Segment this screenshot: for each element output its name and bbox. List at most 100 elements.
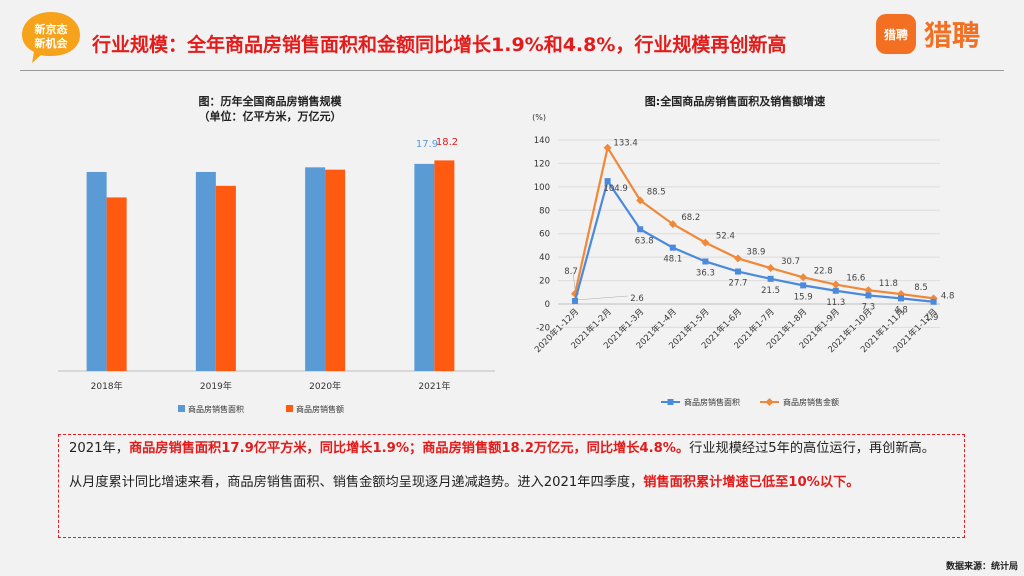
line-point-area-2 bbox=[637, 226, 644, 233]
line-point-area-1 bbox=[604, 178, 611, 185]
line-label-amount-8: 16.6 bbox=[846, 274, 865, 284]
line-label-area-11: 1.9 bbox=[925, 313, 939, 323]
line-label-area-3: 48.1 bbox=[663, 255, 682, 265]
line-y-tick-4: 60 bbox=[539, 230, 550, 240]
bar-x-tick-2: 2020年 bbox=[309, 380, 341, 392]
line-label-area-0: 2.6 bbox=[630, 294, 644, 304]
summary-p2-intro: 从月度累计同比增速来看，商品房销售面积、销售金额均呈现逐月递减趋势。进入2021… bbox=[69, 475, 644, 490]
summary-box: 2021年，商品房销售面积17.9亿平方米，同比增长1.9%；商品房销售额18.… bbox=[58, 434, 965, 538]
line-point-amount-5 bbox=[734, 254, 742, 263]
line-label-amount-4: 52.4 bbox=[716, 232, 735, 242]
line-label-amount-1: 133.4 bbox=[613, 139, 637, 149]
line-y-tick-3: 40 bbox=[539, 253, 550, 263]
bar-chart-title-line2: （单位：亿平方米，万亿元） bbox=[198, 110, 342, 123]
line-chart-title: 图:全国商品房销售面积及销售额增速 bbox=[644, 95, 826, 108]
bar-legend-amount-label: 商品房销售额 bbox=[296, 404, 344, 414]
line-label-area-4: 36.3 bbox=[696, 268, 715, 278]
page-title: 行业规模：全年商品房销售面积和金额同比增长1.9%和4.8%，行业规模再创新高 bbox=[92, 34, 787, 56]
bar-x-tick-3: 2021年 bbox=[418, 380, 450, 392]
summary-p1-end: 行业规模经过5年的高位运行，再创新高。 bbox=[689, 441, 935, 456]
line-point-area-11 bbox=[930, 298, 937, 305]
data-source: 数据来源：统计局 bbox=[945, 562, 1018, 572]
line-label-area-6: 21.5 bbox=[761, 286, 780, 296]
line-label-amount-6: 30.7 bbox=[781, 257, 800, 267]
line-point-area-8 bbox=[832, 287, 839, 294]
line-label-amount-11: 4.8 bbox=[941, 291, 955, 301]
line-label-area-10: 4.8 bbox=[894, 305, 908, 315]
line-label-amount-10: 8.5 bbox=[914, 283, 928, 293]
line-label-amount-0: 8.7 bbox=[564, 267, 578, 277]
line-label-amount-3: 68.2 bbox=[681, 213, 700, 223]
bar-x-tick-1: 2019年 bbox=[200, 380, 232, 392]
line-label-amount-7: 22.8 bbox=[814, 266, 833, 276]
line-y-tick-7: 120 bbox=[534, 159, 550, 169]
line-point-amount-6 bbox=[766, 264, 775, 273]
line-y-tick-6: 100 bbox=[534, 183, 550, 193]
line-x-tick-10: 2021年1-11月 bbox=[858, 306, 907, 355]
bar-area-3 bbox=[414, 163, 435, 371]
line-series-amount bbox=[573, 144, 934, 300]
line-label-area-1: 104.9 bbox=[603, 184, 627, 194]
bar-amount-1 bbox=[215, 185, 236, 371]
line-y-tick-1: 0 bbox=[545, 300, 550, 310]
line-legend-amount-marker bbox=[765, 398, 774, 406]
header-divider bbox=[20, 70, 1004, 71]
line-point-amount-1 bbox=[603, 143, 612, 152]
line-x-tick-9: 2021年1-10月 bbox=[826, 306, 875, 355]
line-legend-amount-label: 商品房销售金额 bbox=[783, 397, 839, 407]
line-label-area-8: 11.3 bbox=[826, 298, 845, 308]
line-x-tick-11: 2021年1-12月 bbox=[891, 306, 940, 355]
summary-paragraph-2: 从月度累计同比增速来看，商品房销售面积、销售金额均呈现逐月递减趋势。进入2021… bbox=[69, 474, 954, 492]
line-unit-label: (%) bbox=[532, 113, 546, 122]
summary-p1-highlight: 商品房销售面积17.9亿平方米，同比增长1.9%；商品房销售额18.2万亿元，同… bbox=[128, 441, 690, 456]
line-label-amount-2: 88.5 bbox=[647, 187, 666, 197]
line-point-amount-4 bbox=[701, 238, 710, 247]
liepin-logo: 猎聘 猎聘 bbox=[876, 14, 980, 54]
line-label-amount-9: 11.8 bbox=[879, 279, 898, 289]
line-x-tick-6: 2021年1-7月 bbox=[732, 306, 777, 351]
line-x-tick-8: 2021年1-9月 bbox=[797, 306, 842, 351]
badge-text-line2: 新机会 bbox=[35, 36, 69, 50]
line-legend-area-label: 商品房销售面积 bbox=[684, 397, 740, 407]
line-x-tick-2: 2021年1-3月 bbox=[601, 306, 646, 351]
bar-label-area-2021: 17.9 bbox=[416, 139, 438, 150]
line-label-area-5: 27.7 bbox=[729, 279, 748, 289]
bar-chart-title-line1: 图：历年全国商品房销售规模 bbox=[198, 95, 342, 108]
line-label-amount-5: 38.9 bbox=[747, 247, 766, 257]
line-point-amount-0 bbox=[571, 289, 579, 298]
line-point-area-10 bbox=[898, 295, 904, 302]
bar-amount-0 bbox=[106, 197, 127, 371]
line-series-area bbox=[573, 178, 934, 303]
bar-amount-3 bbox=[434, 160, 455, 371]
summary-p2-highlight: 销售面积累计增速已低至10%以下。 bbox=[643, 475, 860, 490]
line-label-area-9: 7.3 bbox=[862, 302, 876, 312]
badge-text-line1: 新京态 bbox=[35, 22, 68, 36]
line-point-area-4 bbox=[702, 258, 709, 265]
line-point-area-9 bbox=[865, 292, 872, 299]
line-y-tick-5: 80 bbox=[539, 206, 550, 216]
line-point-amount-2 bbox=[636, 196, 645, 205]
line-point-amount-8 bbox=[831, 280, 840, 289]
line-x-tick-7: 2021年1-8月 bbox=[764, 306, 809, 351]
line-y-tick-2: 20 bbox=[539, 277, 550, 287]
bar-legend-area-swatch bbox=[178, 405, 185, 412]
bar-legend-amount-swatch bbox=[286, 405, 293, 412]
line-leader-area-0 bbox=[575, 295, 629, 301]
line-x-tick-5: 2021年1-6月 bbox=[699, 306, 744, 351]
bar-legend-area-label: 商品房销售面积 bbox=[188, 404, 244, 414]
bar-amount-2 bbox=[325, 169, 346, 371]
line-x-tick-4: 2021年1-5月 bbox=[667, 306, 712, 351]
line-point-area-6 bbox=[767, 275, 774, 282]
line-point-amount-11 bbox=[929, 294, 938, 303]
logo-text: 猎聘 bbox=[924, 19, 981, 52]
line-label-area-7: 15.9 bbox=[794, 292, 813, 302]
line-point-amount-9 bbox=[864, 286, 873, 295]
line-point-area-5 bbox=[735, 268, 741, 275]
line-y-tick-8: 140 bbox=[534, 136, 550, 146]
line-point-amount-7 bbox=[799, 273, 808, 282]
line-point-area-7 bbox=[800, 282, 807, 289]
line-x-tick-1: 2021年1-2月 bbox=[569, 306, 614, 351]
bar-label-amount-2021: 18.2 bbox=[436, 137, 458, 148]
line-point-area-0 bbox=[572, 297, 578, 304]
line-point-amount-3 bbox=[668, 220, 677, 229]
